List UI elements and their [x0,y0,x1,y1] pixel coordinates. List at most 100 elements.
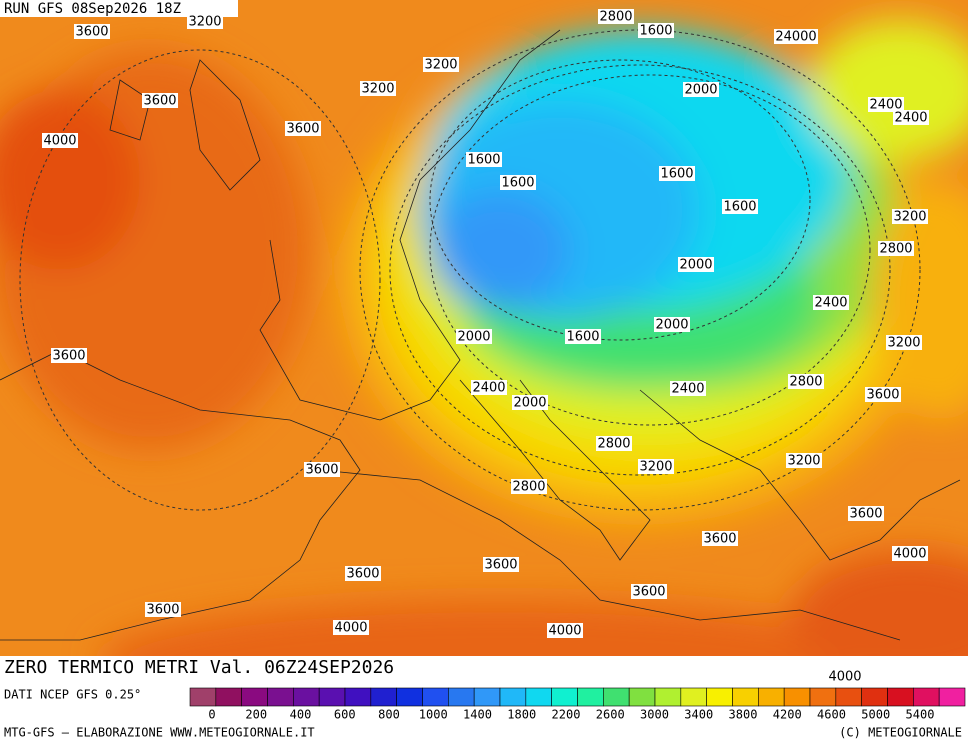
colorbar-cell [370,687,397,707]
contour-label: 4000 [548,624,581,639]
contour-label: 4000 [43,134,76,149]
colorbar-tick-label: 1400 [463,708,492,722]
contour-label: 2400 [869,98,902,113]
run-label: RUN GFS 08Sep2026 18Z [4,1,181,17]
contour-label-box [466,152,502,167]
credit-label: MTG-GFS — ELABORAZIONE WWW.METEOGIORNALE… [4,726,315,740]
contour-label-box [659,166,695,181]
contour-label-box [774,29,818,44]
contour-label-box [471,380,507,395]
colorbar-cell [706,687,733,707]
colorbar-cell [267,687,294,707]
colorbar-cell [396,687,423,707]
colorbar-cell [525,687,552,707]
colorbar-tick-label: 3800 [729,708,758,722]
contour-label: 3200 [424,58,457,73]
contour-label: 1600 [723,200,756,215]
contour-label-box [683,82,719,97]
colorbar-cell [887,687,914,707]
contour-label-box [456,329,492,344]
contour-label-box [565,329,601,344]
contour-label: 3600 [849,507,882,522]
colorbar-cell [628,687,656,707]
colorbar-tick-label: 1800 [507,708,536,722]
contour-label-box [892,546,928,561]
colorbar-tick-label: 1000 [419,708,448,722]
contour-label-box [511,479,547,494]
contour-label-box [702,531,738,546]
contour-label-box [547,623,583,638]
contour-label: 4000 [893,547,926,562]
contour-label: 3600 [866,388,899,403]
contour-label-box [500,175,536,190]
colorbar-cell [835,687,862,707]
contour-label-box [631,584,667,599]
contour-label: 2800 [879,242,912,257]
colorbar-cell [551,687,578,707]
contour-label-box [142,93,178,108]
contour-label-box [893,110,929,125]
contour-label: 2800 [789,375,822,390]
contour-label: 1600 [660,167,693,182]
contour-label: 2800 [597,437,630,452]
contour-label: 1600 [566,330,599,345]
colorbar-tick-label: 0 [208,708,215,722]
contour-label: 2400 [894,111,927,126]
contour-label: 3600 [52,349,85,364]
colorbar-cell [215,687,242,707]
colorbar-cell [318,687,346,707]
colorbar-cell [913,687,940,707]
coastlines [0,29,961,641]
colorbar-tick-label: 2200 [552,708,581,722]
contour-label-box [786,453,822,468]
contour-label-box [42,133,78,148]
colorbar-cell [603,687,630,707]
contour-label-box [483,557,519,572]
colorbar-cell [680,687,707,707]
contour-label: 1600 [467,153,500,168]
colorbar-tick-label: 2600 [596,708,625,722]
contour-label-box [360,81,396,96]
contour-label: 2000 [684,83,717,98]
contour-label: 2400 [814,296,847,311]
contour-label-box [722,199,758,214]
contour-label-box [878,241,914,256]
contour-label: 3200 [787,454,820,469]
colorbar-cell [732,687,759,707]
contour-label-box [51,348,87,363]
contour-label-box [187,14,223,29]
contour-label: 3600 [305,463,338,478]
colorbar-tick-label: 5400 [906,708,935,722]
colorbar-tick-label: 200 [245,708,267,722]
contour-label: 2000 [457,330,490,345]
contour-label: 4000 [334,621,367,636]
contour-label-box [304,462,340,477]
colorbar-cell [344,687,372,707]
contour-label: 2800 [599,10,632,25]
source-label: DATI NCEP GFS 0.25° [4,688,141,702]
contour-label-box [865,387,901,402]
contour-label: 3200 [361,82,394,97]
colorbar-cell [448,687,475,707]
colorbar-cell [758,687,785,707]
contour-label-box [285,121,321,136]
colorbar-cell [861,687,888,707]
run-box [0,0,238,17]
contour-label-box [333,620,369,635]
contour-label-box [868,97,904,112]
colorbar-tick-label: 600 [334,708,356,722]
contour-label-box [345,566,381,581]
contour-label-box [813,295,849,310]
colorbar-cell [809,687,837,707]
contour-label: 3600 [146,603,179,618]
contour-label: 2000 [655,318,688,333]
contour-label: 3200 [639,460,672,475]
contour-label: 3600 [143,94,176,109]
contour-label: 2800 [512,480,545,495]
contour-label-box [678,257,714,272]
contour-label-box [788,374,824,389]
contour-label-box [512,395,548,410]
contour-label: 4000 [828,670,861,685]
copyright-label: (C) METEOGIORNALE [839,726,962,740]
